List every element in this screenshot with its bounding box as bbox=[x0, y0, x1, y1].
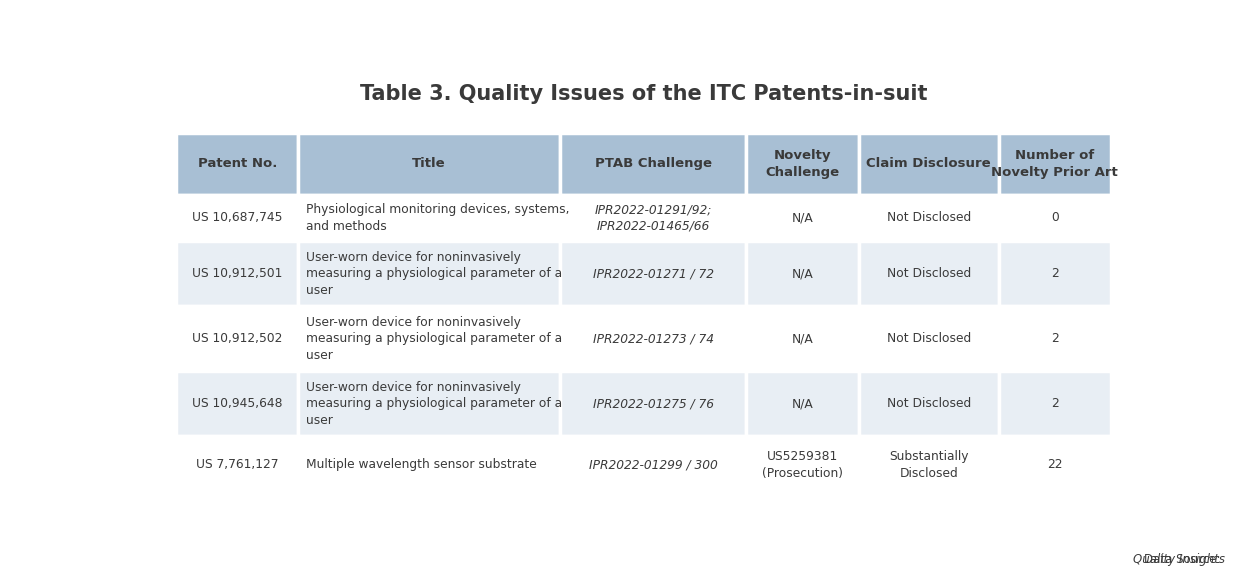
Text: US 10,945,648: US 10,945,648 bbox=[192, 397, 283, 410]
FancyBboxPatch shape bbox=[746, 133, 859, 195]
Text: Substantially
Disclosed: Substantially Disclosed bbox=[889, 450, 968, 480]
Text: IPR2022-01299 / 300: IPR2022-01299 / 300 bbox=[589, 458, 717, 472]
Text: 0: 0 bbox=[1051, 211, 1059, 225]
Text: US 7,761,127: US 7,761,127 bbox=[196, 458, 279, 472]
FancyBboxPatch shape bbox=[176, 195, 298, 242]
Text: 2: 2 bbox=[1051, 397, 1059, 410]
FancyBboxPatch shape bbox=[859, 436, 999, 494]
FancyBboxPatch shape bbox=[298, 306, 560, 371]
Text: PTAB Challenge: PTAB Challenge bbox=[594, 157, 712, 170]
Text: 22: 22 bbox=[1048, 458, 1063, 472]
FancyBboxPatch shape bbox=[176, 306, 298, 371]
FancyBboxPatch shape bbox=[298, 436, 560, 494]
Text: Claim Disclosure: Claim Disclosure bbox=[867, 157, 991, 170]
Text: N/A: N/A bbox=[791, 267, 814, 280]
FancyBboxPatch shape bbox=[999, 195, 1112, 242]
Text: IPR2022-01271 / 72: IPR2022-01271 / 72 bbox=[593, 267, 713, 280]
Text: US5259381
(Prosecution): US5259381 (Prosecution) bbox=[762, 450, 843, 480]
Text: IPR2022-01275 / 76: IPR2022-01275 / 76 bbox=[593, 397, 713, 410]
Text: US 10,912,501: US 10,912,501 bbox=[192, 267, 283, 280]
Text: Not Disclosed: Not Disclosed bbox=[887, 397, 971, 410]
Text: Title: Title bbox=[412, 157, 446, 170]
FancyBboxPatch shape bbox=[999, 133, 1112, 195]
FancyBboxPatch shape bbox=[176, 436, 298, 494]
FancyBboxPatch shape bbox=[746, 436, 859, 494]
FancyBboxPatch shape bbox=[176, 242, 298, 306]
FancyBboxPatch shape bbox=[999, 371, 1112, 436]
Text: N/A: N/A bbox=[791, 397, 814, 410]
Text: Table 3. Quality Issues of the ITC Patents-in-suit: Table 3. Quality Issues of the ITC Paten… bbox=[360, 84, 927, 104]
FancyBboxPatch shape bbox=[560, 436, 746, 494]
Text: US 10,912,502: US 10,912,502 bbox=[192, 332, 283, 345]
FancyBboxPatch shape bbox=[859, 133, 999, 195]
Text: User-worn device for noninvasively
measuring a physiological parameter of a
user: User-worn device for noninvasively measu… bbox=[305, 316, 561, 362]
Text: Patent No.: Patent No. bbox=[197, 157, 276, 170]
FancyBboxPatch shape bbox=[298, 371, 560, 436]
FancyBboxPatch shape bbox=[560, 195, 746, 242]
FancyBboxPatch shape bbox=[560, 371, 746, 436]
Text: US 10,687,745: US 10,687,745 bbox=[192, 211, 283, 225]
FancyBboxPatch shape bbox=[859, 371, 999, 436]
Text: Novelty
Challenge: Novelty Challenge bbox=[765, 149, 839, 179]
FancyBboxPatch shape bbox=[999, 242, 1112, 306]
FancyBboxPatch shape bbox=[176, 133, 298, 195]
FancyBboxPatch shape bbox=[746, 242, 859, 306]
Text: Number of
Novelty Prior Art: Number of Novelty Prior Art bbox=[991, 149, 1118, 179]
FancyBboxPatch shape bbox=[999, 436, 1112, 494]
Text: IPR2022-01291/92;
IPR2022-01465/66: IPR2022-01291/92; IPR2022-01465/66 bbox=[594, 203, 712, 233]
FancyBboxPatch shape bbox=[176, 371, 298, 436]
FancyBboxPatch shape bbox=[999, 306, 1112, 371]
Text: 2: 2 bbox=[1051, 332, 1059, 345]
FancyBboxPatch shape bbox=[859, 242, 999, 306]
Text: Not Disclosed: Not Disclosed bbox=[887, 332, 971, 345]
FancyBboxPatch shape bbox=[560, 242, 746, 306]
FancyBboxPatch shape bbox=[560, 133, 746, 195]
FancyBboxPatch shape bbox=[298, 133, 560, 195]
FancyBboxPatch shape bbox=[746, 195, 859, 242]
FancyBboxPatch shape bbox=[560, 306, 746, 371]
Text: Data Source:: Data Source: bbox=[1144, 553, 1225, 566]
Text: Not Disclosed: Not Disclosed bbox=[887, 267, 971, 280]
Text: Physiological monitoring devices, systems,
and methods: Physiological monitoring devices, system… bbox=[305, 203, 569, 233]
Text: N/A: N/A bbox=[791, 211, 814, 225]
FancyBboxPatch shape bbox=[298, 195, 560, 242]
Text: IPR2022-01273 / 74: IPR2022-01273 / 74 bbox=[593, 332, 713, 345]
Text: Multiple wavelength sensor substrate: Multiple wavelength sensor substrate bbox=[305, 458, 536, 472]
Text: Not Disclosed: Not Disclosed bbox=[887, 211, 971, 225]
FancyBboxPatch shape bbox=[298, 242, 560, 306]
FancyBboxPatch shape bbox=[746, 371, 859, 436]
FancyBboxPatch shape bbox=[859, 195, 999, 242]
Text: 2: 2 bbox=[1051, 267, 1059, 280]
Text: Quality Insights: Quality Insights bbox=[1133, 553, 1225, 566]
FancyBboxPatch shape bbox=[859, 306, 999, 371]
Text: User-worn device for noninvasively
measuring a physiological parameter of a
user: User-worn device for noninvasively measu… bbox=[305, 251, 561, 297]
Text: N/A: N/A bbox=[791, 332, 814, 345]
FancyBboxPatch shape bbox=[746, 306, 859, 371]
Text: User-worn device for noninvasively
measuring a physiological parameter of a
user: User-worn device for noninvasively measu… bbox=[305, 380, 561, 426]
